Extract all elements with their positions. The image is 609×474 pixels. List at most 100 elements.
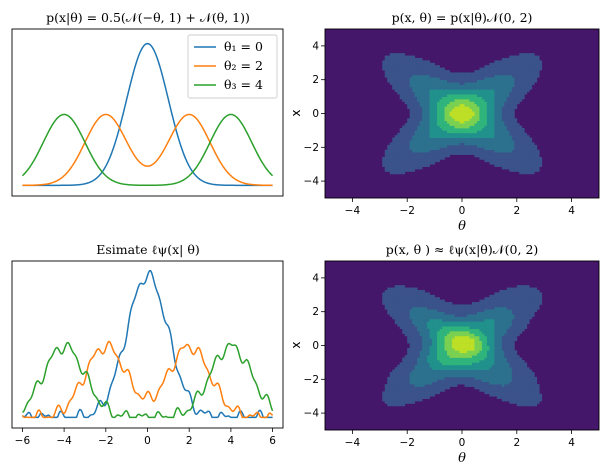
p4-contours-cell — [437, 314, 440, 317]
p2-contours-cell — [444, 130, 448, 134]
p4-contours-cell — [432, 321, 435, 325]
p2-contours-cell — [534, 154, 538, 158]
p2-contours-cell — [479, 67, 483, 71]
p4-contours-cell — [509, 345, 513, 349]
p2-contours-cell — [389, 70, 393, 73]
p2-contours-cell — [536, 67, 540, 71]
p4-contours-cell — [501, 335, 505, 339]
p2-contours-cell — [509, 99, 513, 102]
p4-contours-cell — [494, 318, 498, 322]
p4-contours-cell — [412, 333, 416, 337]
p2-contours-cell — [471, 99, 475, 102]
p2-contours-cell — [481, 82, 485, 85]
p4-contours-cell — [409, 381, 413, 385]
p4-contours-cell — [429, 340, 433, 344]
p2-contours-cell — [434, 79, 438, 83]
p4-contours-cell — [484, 316, 488, 320]
p2-contours-cell — [449, 127, 453, 131]
p2-contours-cell — [459, 79, 463, 83]
p4-contours-cell — [424, 345, 428, 349]
p2-contours-cell — [432, 127, 435, 131]
p4-contours-cell — [479, 350, 483, 354]
p2-contours-cell — [452, 108, 455, 112]
p2-contours-cell — [486, 67, 490, 71]
p2-contours-cell — [474, 142, 478, 146]
p2-contours-cell — [489, 103, 493, 107]
p4-contours-cell — [479, 333, 483, 337]
p2-contours-cell — [407, 77, 411, 81]
p4-contours-cell — [476, 302, 480, 305]
p4-contours-cell — [432, 331, 435, 334]
p4-contours-cell — [427, 311, 430, 315]
p2-contours-cell — [382, 65, 386, 68]
p4-contours-cell — [422, 311, 425, 315]
p4-contours-cell — [499, 309, 503, 313]
p4-contours-cell — [387, 396, 391, 399]
p2-contours-cell — [424, 96, 428, 100]
p4-contours-cell — [417, 289, 420, 293]
p4-contours-cell — [457, 359, 460, 363]
p2-contours-cell — [501, 164, 505, 167]
p2-contours-cell — [479, 113, 483, 117]
p4-contours-cell — [427, 343, 430, 346]
p4-contours-cell — [516, 369, 520, 373]
p2-contours-cell — [407, 103, 411, 107]
p2-contours-cell — [397, 140, 401, 143]
p4-contours-cell — [491, 309, 495, 313]
p4-contours-cell — [397, 306, 401, 310]
p4-contours-cell — [499, 321, 503, 325]
p4-contours-cell — [466, 316, 470, 320]
p4-contours-cell — [447, 345, 450, 349]
p4-contours-cell — [506, 299, 510, 303]
p2-contours-cell — [414, 113, 418, 117]
p2-contours-cell — [442, 82, 445, 85]
p4-contours-cell — [409, 333, 413, 337]
p2-contours-cell — [412, 103, 416, 107]
p2-contours-cell — [499, 72, 503, 76]
p2-contours-cell — [511, 60, 515, 64]
p2-contours-cell — [531, 57, 535, 61]
p4-contours-cell — [404, 318, 408, 322]
p4-contours-cell — [474, 362, 478, 366]
p4-contours-cell — [459, 372, 463, 375]
p2-contours-cell — [474, 101, 478, 105]
p4-contours-cell — [422, 343, 425, 346]
p2-contours-cell — [427, 91, 430, 95]
p2-contours-cell — [474, 70, 478, 73]
p4-contours-cell — [419, 302, 423, 305]
p4-contours-cell — [437, 306, 440, 310]
p2-contours-cell — [516, 89, 520, 93]
p2-contours-cell — [499, 106, 503, 110]
p2-contours-cell — [489, 137, 493, 141]
p2-contours-cell — [434, 142, 438, 146]
p4-contours-cell — [531, 388, 535, 392]
p4-contours-cell — [414, 379, 418, 383]
p2-contours-cell — [417, 101, 420, 105]
p4-contours-cell — [536, 294, 540, 298]
p4-contours-cell — [519, 285, 523, 288]
p4-contours-cell — [476, 381, 480, 385]
p4-contours-cell — [412, 352, 416, 356]
p2-contours-cell — [524, 164, 528, 167]
p2-contours-cell — [402, 127, 406, 131]
p1-lines-line-theta4 — [21, 113, 274, 187]
p2-contours-cell — [439, 135, 443, 138]
p2-contours-cell — [496, 74, 500, 78]
p2-contours-cell — [489, 147, 493, 151]
p4-contours-cell — [469, 350, 473, 354]
p4-contours-cell — [432, 328, 435, 332]
p4-contours-cell — [484, 374, 488, 378]
p2-contours-cell — [481, 149, 485, 153]
p2-contours-cell — [506, 96, 510, 100]
p2-contours-cell — [434, 154, 438, 158]
p2-contours-cell — [514, 127, 518, 131]
p2-contours-cell — [422, 159, 425, 163]
p2-contours-cell — [489, 99, 493, 102]
p4-contours-cell — [489, 335, 493, 339]
p4-contours-cell — [466, 340, 470, 344]
p4-contours-cell — [424, 388, 428, 392]
p2-contours-cell — [382, 159, 386, 163]
p4-contours-cell — [397, 285, 401, 288]
p2-contours-cell — [531, 154, 535, 158]
p4-contours-cell — [454, 338, 458, 342]
